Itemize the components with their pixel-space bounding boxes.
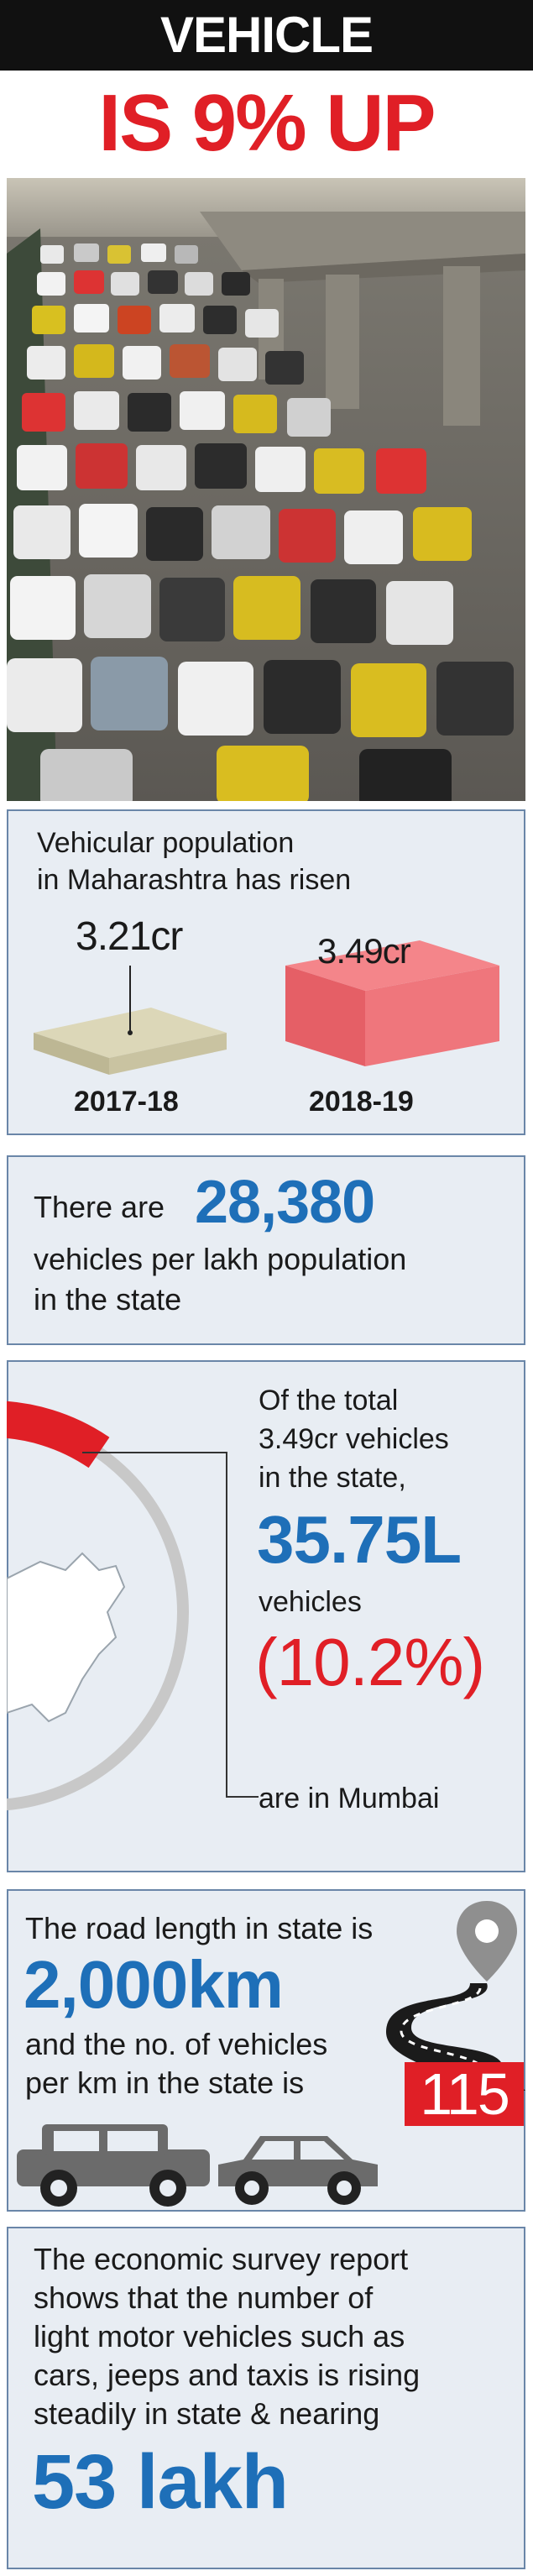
per-km-value: 115	[420, 2061, 510, 2127]
page-title: VEHICLE POPULATION	[107, 7, 426, 134]
maharashtra-map-icon	[7, 1552, 126, 1723]
mumbai-line3: in the state,	[259, 1462, 406, 1494]
mumbai-percent: (10.2%)	[255, 1625, 485, 1699]
density-line2: vehicles per lakh population	[34, 1242, 407, 1276]
year2-value: 3.49cr	[317, 931, 411, 971]
mumbai-line4: vehicles	[259, 1586, 362, 1618]
growth-blocks	[34, 940, 499, 1075]
survey-panel	[7, 2227, 525, 2569]
mumbai-line2: 3.49cr vehicles	[259, 1423, 449, 1455]
growth-intro-line2: in Maharashtra has risen	[37, 864, 352, 896]
year2-label: 2018-19	[309, 1086, 414, 1118]
car-icon	[218, 2136, 378, 2205]
vehicles-illustration	[17, 2124, 378, 2207]
title-bar	[0, 0, 533, 71]
map-pin-road	[386, 1901, 525, 2091]
survey-line4: cars, jeeps and taxis is rising	[34, 2358, 421, 2392]
mumbai-number: 35.75L	[257, 1502, 462, 1577]
survey-line1: The economic survey report	[34, 2242, 409, 2276]
roads-line2: and the no. of vehicles	[25, 2027, 328, 2061]
block-2017-18	[34, 966, 227, 1075]
survey-number: 53 lakh	[32, 2439, 289, 2525]
survey-line2: shows that the number of	[34, 2280, 374, 2315]
year1-value: 3.21cr	[76, 914, 183, 959]
density-number: 28,380	[195, 1169, 375, 1236]
year1-label: 2017-18	[74, 1086, 179, 1118]
traffic-photo	[7, 178, 525, 801]
jeep-icon	[17, 2124, 210, 2207]
traffic-illustration	[7, 178, 525, 801]
density-prefix: There are	[34, 1190, 165, 1224]
roads-line1: The road length in state is	[25, 1911, 374, 1945]
growth-intro-line1: Vehicular population	[37, 827, 295, 859]
roads-length: 2,000km	[24, 1947, 284, 2022]
density-panel	[7, 1155, 525, 1345]
per-km-badge	[405, 2062, 524, 2126]
mumbai-line1: Of the total	[259, 1385, 399, 1416]
density-line3: in the state	[34, 1282, 182, 1317]
map-pin-icon	[457, 1901, 517, 1982]
mumbai-line5: are in Mumbai	[259, 1783, 440, 1814]
survey-line3: light motor vehicles such as	[34, 2319, 405, 2353]
survey-line5: steadily in state & nearing	[34, 2396, 380, 2431]
mumbai-share-ring	[7, 1401, 259, 1811]
roads-line3: per km in the state is	[25, 2066, 305, 2100]
block-2018-19	[285, 940, 499, 1066]
headline: IS 9% UP	[98, 78, 436, 168]
